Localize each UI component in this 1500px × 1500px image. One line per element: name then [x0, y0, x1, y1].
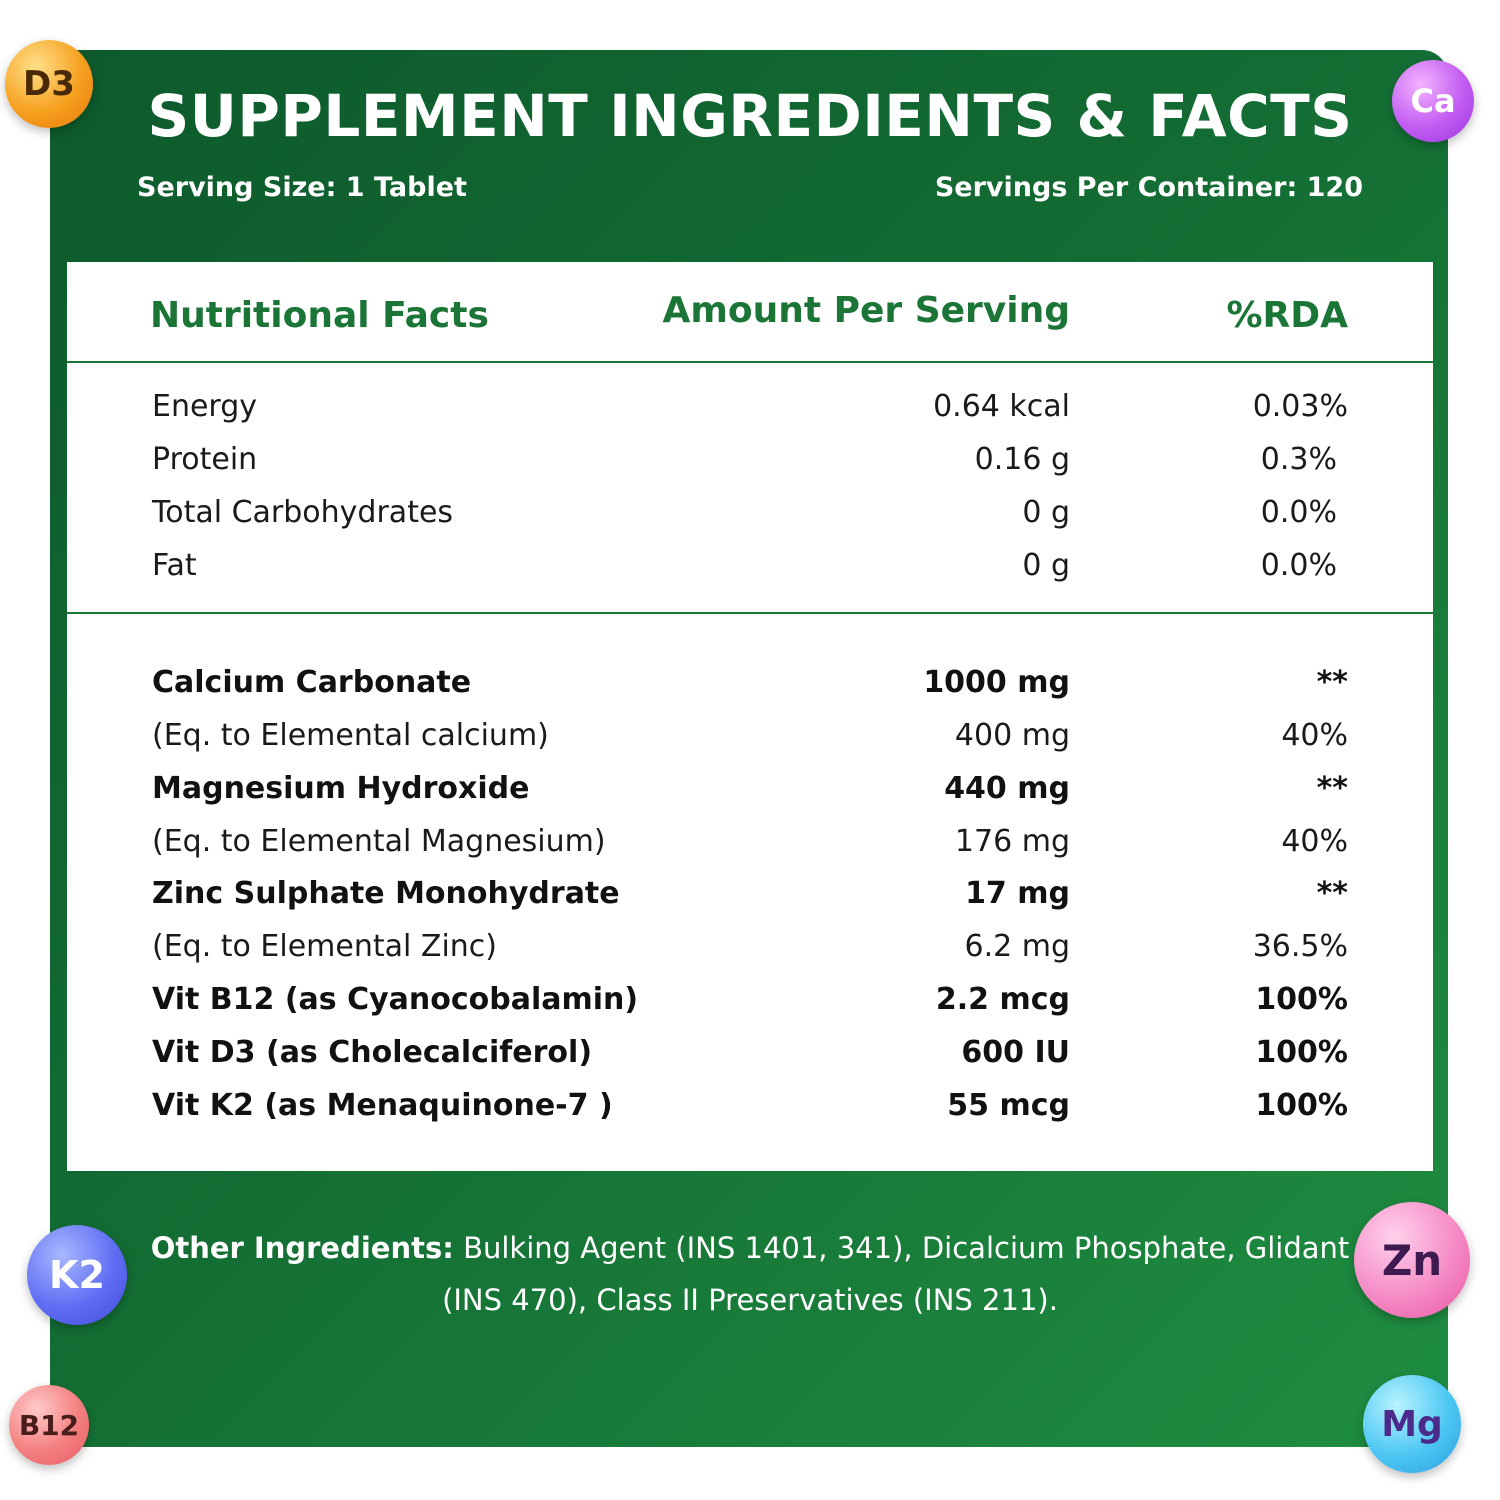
- column-header-amount: Amount Per Serving: [662, 290, 1071, 331]
- table-row: Vit B12 (as Cyanocobalamin) 2.2 mcg 100%: [0, 982, 1500, 1032]
- row-name: (Eq. to Elemental Zinc): [152, 929, 497, 964]
- table-row: (Eq. to Elemental Magnesium) 176 mg 40%: [0, 824, 1500, 874]
- row-amount: 176 mg: [954, 824, 1070, 859]
- row-amount: 440 mg: [944, 771, 1070, 806]
- row-name: Fat: [152, 548, 197, 583]
- row-rda: 100%: [1255, 1088, 1348, 1123]
- row-amount: 2.2 mcg: [935, 982, 1070, 1017]
- row-amount: 1000 mg: [923, 665, 1070, 700]
- k2-badge-icon: K2: [27, 1225, 127, 1325]
- row-name: Calcium Carbonate: [152, 665, 472, 700]
- row-amount: 600 IU: [961, 1035, 1070, 1070]
- row-rda: 40%: [1281, 824, 1348, 859]
- mg-badge-icon: Mg: [1363, 1375, 1461, 1473]
- other-ingredients: Other Ingredients: Bulking Agent (INS 14…: [150, 1222, 1350, 1326]
- column-header-rda: %RDA: [1226, 295, 1348, 336]
- other-ingredients-label: Other Ingredients:: [150, 1231, 454, 1265]
- row-name: Total Carbohydrates: [152, 495, 454, 530]
- table-row: Vit D3 (as Cholecalciferol) 600 IU 100%: [0, 1035, 1500, 1085]
- zn-badge-icon: Zn: [1354, 1202, 1470, 1318]
- other-ingredients-text: Bulking Agent (INS 1401, 341), Dicalcium…: [442, 1231, 1350, 1317]
- row-amount: 55 mcg: [947, 1088, 1070, 1123]
- table-row: Total Carbohydrates 0 g 0.0%: [0, 495, 1500, 545]
- row-amount: 0.16 g: [974, 442, 1070, 477]
- row-rda: 0.0%: [1260, 548, 1337, 583]
- row-name: Energy: [152, 389, 258, 424]
- header-divider: [67, 361, 1433, 363]
- column-header-nutritional-facts: Nutritional Facts: [150, 295, 489, 336]
- row-name: Vit B12 (as Cyanocobalamin): [152, 982, 639, 1017]
- row-rda: 100%: [1255, 1035, 1348, 1070]
- table-row: (Eq. to Elemental calcium) 400 mg 40%: [0, 718, 1500, 768]
- table-row: Calcium Carbonate 1000 mg **: [0, 665, 1500, 715]
- table-row: (Eq. to Elemental Zinc) 6.2 mg 36.5%: [0, 929, 1500, 979]
- servings-per-container: Servings Per Container: 120: [934, 172, 1363, 203]
- row-rda: 0.3%: [1260, 442, 1337, 477]
- row-amount: 0 g: [1022, 495, 1070, 530]
- row-rda: 0.03%: [1252, 389, 1348, 424]
- d3-badge-icon: D3: [5, 40, 93, 128]
- row-name: Vit D3 (as Cholecalciferol): [152, 1035, 593, 1070]
- row-name: (Eq. to Elemental Magnesium): [152, 824, 606, 859]
- row-rda: **: [1316, 665, 1348, 700]
- section-divider: [67, 612, 1433, 614]
- row-name: Magnesium Hydroxide: [152, 771, 530, 806]
- serving-size: Serving Size: 1 Tablet: [137, 172, 467, 203]
- page-title: SUPPLEMENT INGREDIENTS & FACTS: [147, 82, 1353, 150]
- row-rda: 100%: [1255, 982, 1348, 1017]
- row-name: Zinc Sulphate Monohydrate: [152, 876, 620, 911]
- row-name: (Eq. to Elemental calcium): [152, 718, 549, 753]
- row-amount: 0.64 kcal: [933, 389, 1070, 424]
- row-rda: **: [1316, 876, 1348, 911]
- row-amount: 17 mg: [965, 876, 1070, 911]
- table-row: Magnesium Hydroxide 440 mg **: [0, 771, 1500, 821]
- row-name: Vit K2 (as Menaquinone-7 ): [152, 1088, 613, 1123]
- ca-badge-icon: Ca: [1392, 60, 1474, 142]
- row-name: Protein: [152, 442, 258, 477]
- row-amount: 400 mg: [954, 718, 1070, 753]
- row-amount: 0 g: [1022, 548, 1070, 583]
- table-row: Protein 0.16 g 0.3%: [0, 442, 1500, 492]
- row-amount: 6.2 mg: [964, 929, 1070, 964]
- facts-table: [67, 262, 1433, 1171]
- row-rda: **: [1316, 771, 1348, 806]
- row-rda: 40%: [1281, 718, 1348, 753]
- table-row: Zinc Sulphate Monohydrate 17 mg **: [0, 876, 1500, 926]
- row-rda: 36.5%: [1252, 929, 1348, 964]
- b12-badge-icon: B12: [9, 1385, 89, 1465]
- table-row: Fat 0 g 0.0%: [0, 548, 1500, 598]
- table-row: Energy 0.64 kcal 0.03%: [0, 389, 1500, 439]
- table-row: Vit K2 (as Menaquinone-7 ) 55 mcg 100%: [0, 1088, 1500, 1138]
- row-rda: 0.0%: [1260, 495, 1337, 530]
